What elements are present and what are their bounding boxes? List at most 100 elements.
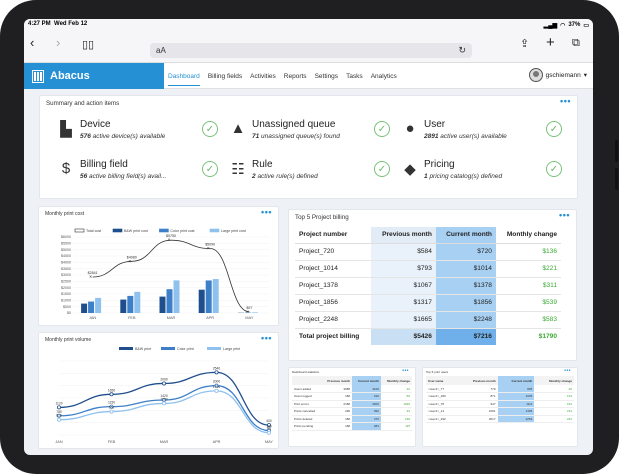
bar[interactable] bbox=[81, 303, 88, 313]
more-options-icon[interactable]: ••• bbox=[560, 96, 571, 106]
bar[interactable] bbox=[166, 289, 173, 313]
url-bar[interactable]: aA ↻ bbox=[150, 43, 472, 58]
summary-item-pricing[interactable]: ◆ Pricing 1 pricing catalog(s) defined ✓ bbox=[400, 156, 564, 188]
tab-tasks[interactable]: Tasks bbox=[346, 72, 363, 80]
logo[interactable]: Abacus bbox=[24, 63, 164, 89]
app-navbar: Abacus Dashboard Billing fields Activiti… bbox=[24, 63, 593, 89]
status-time: 4:27 PM bbox=[28, 21, 51, 27]
column-header[interactable]: User name bbox=[426, 376, 459, 385]
column-header[interactable]: Project number bbox=[295, 227, 372, 244]
point-marker[interactable] bbox=[214, 383, 219, 388]
point-marker[interactable] bbox=[266, 430, 271, 435]
user-menu[interactable]: gschiemann ▾ bbox=[528, 68, 587, 82]
more-options-icon[interactable]: ••• bbox=[261, 333, 272, 343]
table-row[interactable]: Project_1014 $793 $1014 $221 bbox=[295, 260, 561, 278]
bar[interactable] bbox=[251, 312, 258, 313]
column-header[interactable]: Monthly change bbox=[495, 227, 561, 244]
table-row[interactable]: <user1>_14 1091 1305 214 bbox=[426, 407, 574, 416]
summary-item-user[interactable]: ● User 2891 active user(s) available ✓ bbox=[400, 116, 564, 148]
table-row[interactable]: Project_1378 $1067 $1378 $311 bbox=[295, 277, 561, 295]
point-marker[interactable] bbox=[162, 381, 167, 386]
bar[interactable] bbox=[127, 295, 134, 313]
table-row[interactable]: <user1>_77 779 805 26 bbox=[426, 385, 574, 393]
tab-dashboard[interactable]: Dashboard bbox=[168, 73, 200, 86]
point-marker[interactable] bbox=[109, 409, 114, 414]
table-row[interactable]: Project_720 $584 $720 $136 bbox=[295, 243, 561, 261]
column-header[interactable] bbox=[292, 376, 322, 385]
column-header[interactable]: Monthly change bbox=[534, 376, 574, 385]
tab-analytics[interactable]: Analytics bbox=[370, 72, 397, 80]
tab-billing-fields[interactable]: Billing fields bbox=[207, 72, 243, 80]
column-header[interactable]: Current month bbox=[497, 376, 535, 385]
new-tab-icon[interactable]: + bbox=[546, 34, 555, 51]
point-marker[interactable] bbox=[266, 423, 271, 428]
table-row[interactable]: Print errors 2180 3206 1026 bbox=[292, 400, 412, 408]
summary-item-unassigned-queue[interactable]: ▲ Unassigned queue 71 unassigned queue(s… bbox=[228, 116, 392, 148]
bar[interactable] bbox=[173, 280, 180, 313]
tab-settings[interactable]: Settings bbox=[314, 72, 339, 80]
point-marker[interactable] bbox=[56, 405, 61, 410]
summary-item-billing-field[interactable]: $ Billing field 56 active billing field(… bbox=[56, 156, 220, 188]
point-marker[interactable]: × bbox=[168, 238, 171, 244]
point-marker[interactable] bbox=[56, 417, 61, 422]
table-row[interactable]: Project_1856 $1317 $1856 $539 bbox=[295, 294, 561, 312]
bar[interactable] bbox=[134, 291, 141, 313]
bar[interactable] bbox=[159, 296, 166, 313]
table-row[interactable]: Prints deleted 180 376 196 bbox=[292, 415, 412, 423]
summary-card: Summary and action items ••• ▙ Device 57… bbox=[39, 95, 578, 199]
tab-activities[interactable]: Activities bbox=[250, 72, 276, 80]
point-marker[interactable]: × bbox=[89, 275, 92, 281]
bar[interactable] bbox=[212, 279, 219, 313]
table-row[interactable]: <user1>_78 947 1111 164 bbox=[426, 400, 574, 408]
more-options-icon[interactable]: ••• bbox=[559, 210, 570, 220]
point-marker[interactable]: × bbox=[246, 309, 249, 315]
table-row[interactable]: Users logged 180 236 56 bbox=[292, 392, 412, 401]
column-header[interactable]: Previous month bbox=[371, 227, 436, 244]
point-marker[interactable] bbox=[162, 401, 167, 406]
total-row[interactable]: Total project billing $5426 $7216 $1790 bbox=[295, 328, 561, 345]
share-icon[interactable]: ⇪ bbox=[520, 38, 530, 50]
column-header[interactable]: Monthly change bbox=[380, 376, 412, 385]
legend-label: B&W print cost bbox=[124, 229, 148, 233]
table-row[interactable]: Prints cancelled 296 390 94 bbox=[292, 407, 412, 416]
wifi-icon: ◠ bbox=[560, 22, 566, 29]
summary-item-device[interactable]: ▙ Device 576 active device(s) available … bbox=[56, 116, 220, 148]
column-header[interactable]: Previous month bbox=[321, 376, 353, 385]
column-header[interactable]: Current month bbox=[435, 227, 496, 244]
bar[interactable] bbox=[198, 289, 205, 313]
point-marker[interactable] bbox=[109, 392, 114, 397]
table-row[interactable]: Prints pending 168 283 115 bbox=[292, 422, 412, 431]
point-marker[interactable]: × bbox=[128, 259, 131, 265]
point-marker[interactable] bbox=[214, 370, 219, 375]
more-options-icon[interactable]: ••• bbox=[261, 207, 272, 217]
column-header[interactable]: Previous month bbox=[458, 376, 498, 385]
table-row[interactable]: <user1>_180 871 1005 134 bbox=[426, 392, 574, 401]
more-options-icon[interactable]: ••• bbox=[402, 368, 409, 374]
data-label: $5750 bbox=[166, 234, 176, 238]
summary-count: 71 bbox=[252, 133, 260, 140]
data-label: 1650 bbox=[108, 388, 116, 392]
table-row[interactable]: <user1>_292 2017 2259 242 bbox=[426, 415, 574, 423]
table-row[interactable]: Project_2248 $1665 $2248 $583 bbox=[295, 311, 561, 329]
point-marker[interactable] bbox=[214, 388, 219, 393]
tabs-icon[interactable]: ⧉ bbox=[572, 37, 580, 49]
reload-icon[interactable]: ↻ bbox=[458, 45, 466, 55]
back-icon[interactable]: ‹ bbox=[30, 35, 35, 50]
forward-icon[interactable]: › bbox=[56, 35, 61, 50]
table-cell: <user1>_78 bbox=[426, 400, 459, 408]
bar[interactable] bbox=[88, 301, 95, 313]
text-size-button[interactable]: aA bbox=[156, 46, 166, 55]
table-row[interactable]: Users added 3086 3108 22 bbox=[292, 385, 412, 393]
more-options-icon[interactable]: ••• bbox=[564, 368, 571, 374]
bar[interactable] bbox=[95, 297, 102, 313]
bar[interactable] bbox=[120, 299, 127, 313]
summary-item-rule[interactable]: ☷ Rule 2 active rule(s) defined ✓ bbox=[228, 156, 392, 188]
point-marker[interactable]: × bbox=[207, 246, 210, 252]
point-marker[interactable] bbox=[109, 404, 114, 409]
bar[interactable] bbox=[205, 280, 212, 313]
book-icon[interactable]: ▯▯ bbox=[82, 39, 95, 51]
legend-swatch bbox=[209, 228, 220, 233]
point-marker[interactable] bbox=[56, 413, 61, 418]
column-header[interactable]: Current month bbox=[352, 376, 381, 385]
tab-reports[interactable]: Reports bbox=[283, 72, 307, 80]
